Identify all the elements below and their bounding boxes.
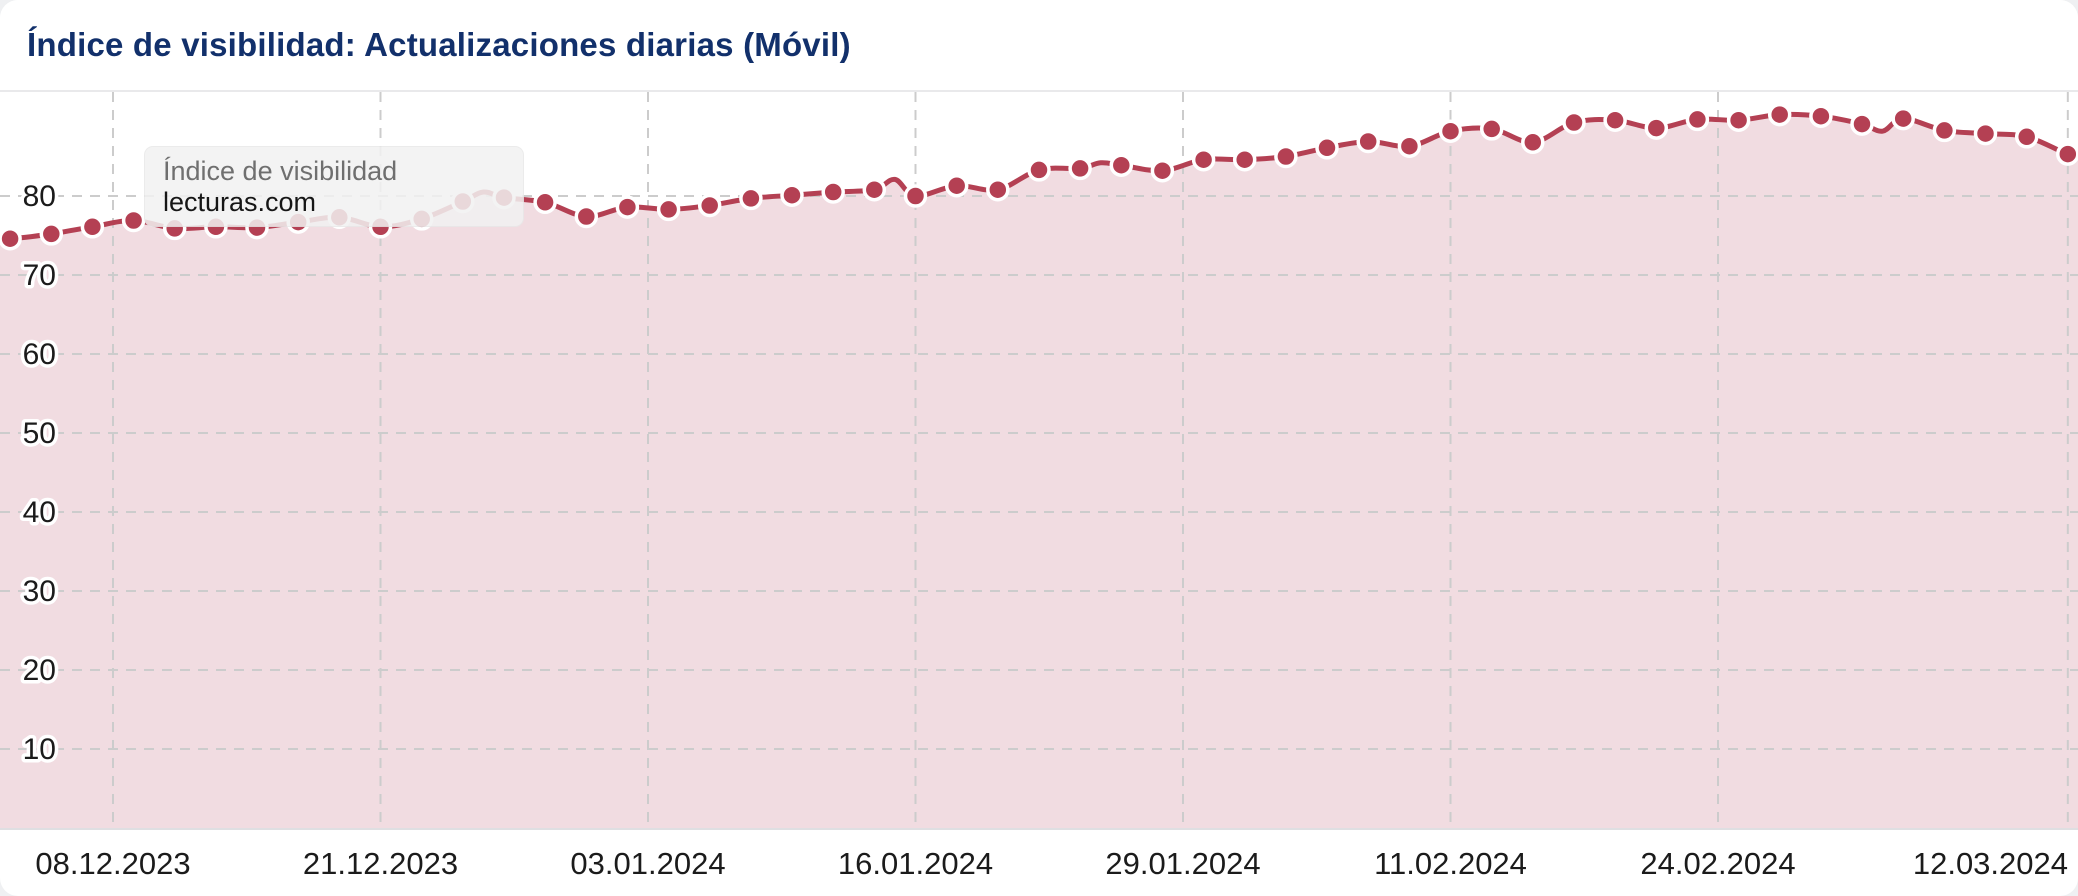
x-axis-label: 11.02.2024 — [1374, 846, 1527, 881]
data-point[interactable] — [780, 183, 804, 207]
data-point[interactable] — [1356, 129, 1380, 154]
chart-title: Índice de visibilidad: Actualizaciones d… — [27, 26, 851, 63]
data-point[interactable] — [1027, 158, 1051, 182]
data-point[interactable] — [1232, 147, 1257, 172]
data-point[interactable] — [739, 186, 763, 211]
data-point[interactable] — [1973, 121, 1998, 146]
x-axis-label: 03.01.2024 — [570, 846, 725, 881]
data-point[interactable] — [533, 190, 557, 215]
y-axis-label: 80 — [23, 180, 56, 213]
x-axis-label: 08.12.2023 — [35, 846, 190, 881]
data-point[interactable] — [615, 195, 640, 219]
data-point[interactable] — [574, 204, 599, 229]
data-point[interactable] — [821, 180, 845, 204]
data-point[interactable] — [121, 208, 146, 233]
chart-header: Índice de visibilidad: Actualizaciones d… — [0, 0, 2078, 92]
y-axis-label: 30 — [23, 575, 56, 608]
data-point[interactable] — [1397, 134, 1422, 158]
data-point[interactable] — [1644, 116, 1669, 140]
data-point[interactable] — [1891, 106, 1915, 131]
tooltip-domain-label: lecturas.com — [163, 187, 317, 217]
area-fill — [0, 114, 2078, 828]
data-point[interactable] — [1315, 136, 1339, 160]
data-point[interactable] — [1809, 104, 1833, 128]
data-point[interactable] — [0, 226, 22, 251]
x-axis-label: 12.03.2024 — [1913, 846, 2068, 881]
data-point[interactable] — [903, 184, 928, 208]
y-axis-label: 10 — [23, 733, 56, 766]
data-point[interactable] — [2014, 125, 2039, 149]
data-point[interactable] — [1767, 102, 1792, 127]
y-axis-label: 60 — [23, 338, 56, 371]
chart-tooltip: Índice de visibilidad lecturas.com — [144, 146, 524, 227]
data-point[interactable] — [1191, 147, 1216, 172]
data-point[interactable] — [862, 177, 887, 202]
data-point[interactable] — [80, 215, 105, 239]
data-point[interactable] — [944, 173, 969, 198]
data-point[interactable] — [986, 177, 1010, 202]
y-axis-label: 40 — [23, 496, 56, 529]
data-point[interactable] — [1438, 119, 1463, 143]
y-axis-label: 20 — [23, 654, 56, 687]
data-point[interactable] — [1521, 130, 1545, 155]
data-point[interactable] — [1068, 156, 1092, 181]
data-point[interactable] — [1479, 117, 1504, 141]
data-point[interactable] — [1562, 110, 1586, 135]
data-point[interactable] — [39, 222, 64, 246]
data-point[interactable] — [697, 193, 722, 218]
data-point[interactable] — [1150, 158, 1175, 183]
data-point[interactable] — [1685, 107, 1710, 132]
tooltip-metric-label: Índice de visibilidad — [163, 156, 398, 186]
data-point[interactable] — [2056, 142, 2078, 166]
y-axis-label: 50 — [23, 417, 56, 450]
data-point[interactable] — [656, 197, 681, 222]
x-axis-label: 16.01.2024 — [838, 846, 993, 881]
data-point[interactable] — [1932, 118, 1957, 143]
x-axis-label: 29.01.2024 — [1105, 846, 1260, 881]
y-axis-label: 70 — [23, 259, 56, 292]
data-point[interactable] — [1726, 108, 1751, 132]
data-point[interactable] — [1603, 108, 1627, 132]
x-axis-label: 24.02.2024 — [1640, 846, 1795, 881]
data-point[interactable] — [1850, 112, 1874, 136]
data-point[interactable] — [1109, 153, 1134, 177]
x-axis-label: 21.12.2023 — [303, 846, 458, 881]
data-point[interactable] — [1274, 144, 1298, 169]
